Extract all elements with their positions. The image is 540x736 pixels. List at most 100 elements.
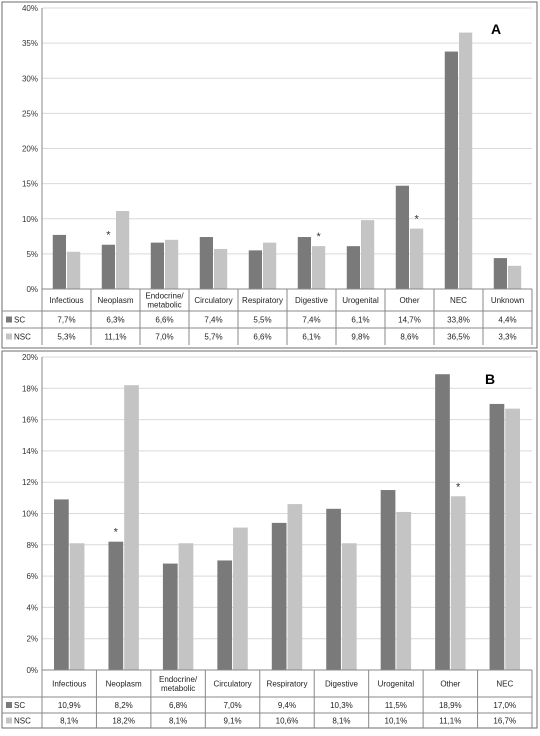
panel-a-data-label-sc: 7,4% bbox=[204, 316, 222, 325]
panel-b-bar-sc bbox=[326, 508, 341, 670]
panel-a-data-label-nsc: 9,8% bbox=[351, 333, 369, 342]
panel-a-data-label-nsc: 11,1% bbox=[104, 333, 126, 342]
panel-a-data-label-nsc: 5,3% bbox=[57, 333, 75, 342]
panel-b-y-tick-label: 0% bbox=[26, 666, 38, 675]
panel-a-category-label: NEC bbox=[450, 296, 467, 305]
panel-b-data-label-nsc: 8,1% bbox=[332, 717, 350, 726]
panel-b-y-tick-label: 10% bbox=[22, 510, 38, 519]
panel-b-bar-nsc bbox=[233, 527, 248, 670]
panel-b-bar-sc bbox=[271, 522, 287, 670]
panel-a-bar-nsc bbox=[214, 248, 228, 289]
panel-b-data-label-sc: 18,9% bbox=[439, 701, 462, 710]
panel-b-bar-sc bbox=[435, 374, 450, 670]
panel-b-bar-sc bbox=[54, 499, 69, 670]
panel-b-y-tick-label: 20% bbox=[22, 353, 38, 362]
panel-a-category-label: Urogenital bbox=[342, 296, 379, 305]
panel-a-bar-sc bbox=[346, 246, 360, 289]
panel-a-category-label: Other bbox=[399, 296, 419, 305]
panel-a-y-tick-label: 10% bbox=[22, 215, 38, 224]
panel-a-bar-nsc bbox=[263, 242, 277, 289]
panel-b-data-label-sc: 7,0% bbox=[223, 701, 241, 710]
panel-a-category-label: Infectious bbox=[49, 296, 83, 305]
panel-a-data-label-sc: 33,8% bbox=[447, 316, 470, 325]
panel-b-category-label: NEC bbox=[496, 680, 513, 689]
panel-b-category-label: Neoplasm bbox=[106, 680, 142, 689]
panel-a-significance-marker: * bbox=[106, 230, 111, 242]
panel-a-bar-sc bbox=[199, 237, 213, 289]
panel-a-data-label-sc: 6,1% bbox=[351, 316, 369, 325]
panel-b-y-tick-label: 14% bbox=[22, 447, 38, 456]
panel-b-category-label: Urogenital bbox=[378, 680, 415, 689]
panel-b-category-label: Circulatory bbox=[213, 680, 251, 689]
panel-a-legend-label-sc: SC bbox=[14, 316, 25, 325]
panel-a-category-label: Digestive bbox=[295, 296, 328, 305]
panel-b-data-label-sc: 9,4% bbox=[278, 701, 296, 710]
panel-b: 0% 2% 4% 6% 8% 10% 12% 14% 16% 18% 20% * * B Infectiou… bbox=[1, 350, 538, 729]
panel-b-bar-nsc bbox=[178, 543, 194, 670]
panel-b-bar-sc bbox=[162, 563, 178, 670]
panel-b-y-tick-label: 6% bbox=[26, 572, 38, 581]
panel-a-y-tick-label: 5% bbox=[26, 250, 38, 259]
panel-a-bar-nsc bbox=[508, 265, 522, 289]
panel-b-legend-label-sc: SC bbox=[14, 701, 25, 710]
panel-a-data-label-nsc: 6,1% bbox=[302, 333, 320, 342]
panel-a-y-tick-label: 15% bbox=[22, 180, 38, 189]
panel-b-data-label-sc: 17,0% bbox=[493, 701, 516, 710]
panel-b-bar-sc bbox=[108, 541, 124, 670]
panel-a-bar-sc bbox=[493, 258, 507, 289]
panel-a-category-label: Circulatory bbox=[194, 296, 232, 305]
panel-a-data-table: Infectious Neoplasm Endocrine/metabolic Cir… bbox=[2, 288, 533, 345]
panel-b-data-label-sc: 11,5% bbox=[385, 701, 407, 710]
panel-a-bar-sc bbox=[444, 51, 458, 290]
panel-a-data-label-sc: 7,4% bbox=[302, 316, 320, 325]
panel-b-legend-key-nsc bbox=[6, 717, 12, 724]
panel-b-y-tick-label: 18% bbox=[22, 384, 38, 393]
panel-a-bar-nsc bbox=[165, 239, 179, 289]
panel-b-category-label: metabolic bbox=[161, 684, 195, 693]
panel-a-y-tick-label: 25% bbox=[22, 109, 38, 118]
panel-b-data-table: Infectious Neoplasm Endocrine/metabolic Cir… bbox=[2, 669, 533, 728]
panel-a-data-label-nsc: 3,3% bbox=[498, 333, 516, 342]
panel-b-bar-nsc bbox=[69, 543, 85, 670]
panel-b-data-label-nsc: 9,1% bbox=[223, 717, 241, 726]
panel-b-bar-nsc bbox=[124, 385, 139, 670]
panel-b-bar-sc bbox=[489, 403, 505, 670]
panel-a-data-label-nsc: 8,6% bbox=[400, 333, 418, 342]
panel-a-bar-sc bbox=[150, 242, 164, 289]
panel-b-legend-key-sc bbox=[6, 702, 12, 708]
panel-a-category-label: Endocrine/ bbox=[145, 292, 184, 301]
panel-b-data-label-nsc: 8,1% bbox=[169, 717, 187, 726]
panel-a-y-tick-label: 20% bbox=[22, 145, 38, 154]
panel-a-bar-nsc bbox=[312, 246, 326, 289]
panel-b-bar-nsc bbox=[505, 408, 520, 670]
panel-b-category-label: Respiratory bbox=[267, 680, 308, 689]
panel-b-category-label: Digestive bbox=[325, 680, 358, 689]
panel-b-data-label-nsc: 16,7% bbox=[493, 717, 516, 726]
panel-a-category-label: metabolic bbox=[147, 301, 181, 310]
panel-a-data-label-sc: 5,5% bbox=[253, 316, 271, 325]
panel-b-y-tick-label: 8% bbox=[26, 541, 38, 550]
panel-a-bar-sc bbox=[395, 185, 409, 289]
panel-a-bar-sc bbox=[101, 244, 115, 289]
panel-a-legend-key-nsc bbox=[6, 333, 12, 340]
panel-b-y-tick-label: 2% bbox=[26, 635, 38, 644]
panel-a-significance-marker: * bbox=[316, 231, 321, 243]
panel-b-significance-marker: * bbox=[456, 481, 461, 493]
panel-b-bar-nsc bbox=[341, 543, 357, 670]
panel-b-category-label: Other bbox=[440, 680, 460, 689]
panel-a-data-label-sc: 4,4% bbox=[498, 316, 516, 325]
panel-a-bar-sc bbox=[52, 234, 66, 289]
panel-a-data-label-nsc: 6,6% bbox=[253, 333, 271, 342]
panel-b-y-tick-label: 12% bbox=[22, 478, 38, 487]
panel-b-data-label-sc: 8,2% bbox=[115, 701, 133, 710]
panel-a-category-label: Respiratory bbox=[242, 296, 283, 305]
panel-b-data-label-nsc: 10,6% bbox=[276, 717, 299, 726]
panel-a-bar-nsc bbox=[116, 211, 130, 289]
panel-a-data-label-nsc: 5,7% bbox=[204, 333, 222, 342]
panel-b-significance-marker: * bbox=[114, 527, 119, 539]
panel-b-bar-nsc bbox=[287, 504, 303, 670]
panel-a-data-label-nsc: 7,0% bbox=[155, 333, 173, 342]
panel-a-significance-marker: * bbox=[414, 214, 419, 226]
panel-b-data-label-sc: 10,9% bbox=[58, 701, 81, 710]
